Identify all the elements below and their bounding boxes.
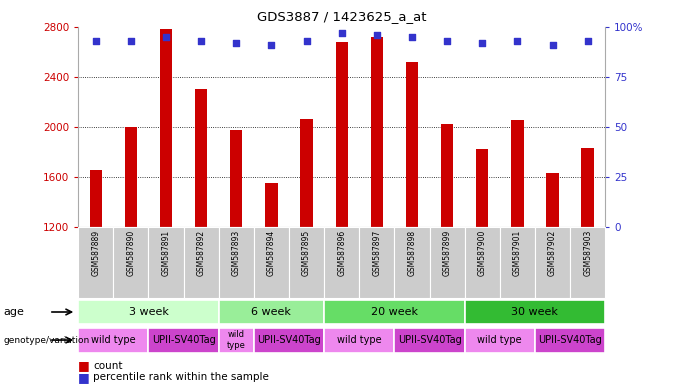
Bar [124, 127, 137, 227]
Bar [359, 227, 394, 298]
Text: GSM587893: GSM587893 [232, 230, 241, 276]
Text: UPII-SV40Tag: UPII-SV40Tag [257, 335, 321, 345]
Bar [464, 227, 500, 298]
Text: 3 week: 3 week [129, 307, 169, 317]
Point [371, 32, 382, 38]
Bar [394, 227, 430, 298]
Text: GSM587894: GSM587894 [267, 230, 276, 276]
Text: GSM587889: GSM587889 [91, 230, 100, 276]
Point [90, 38, 101, 44]
Bar [476, 149, 488, 227]
Text: 30 week: 30 week [511, 307, 558, 317]
Bar [535, 328, 605, 353]
Bar [394, 328, 464, 353]
Bar [230, 131, 243, 227]
Point [196, 38, 207, 44]
Text: GSM587891: GSM587891 [162, 230, 171, 276]
Bar [148, 328, 219, 353]
Text: UPII-SV40Tag: UPII-SV40Tag [398, 335, 462, 345]
Bar [335, 42, 348, 227]
Bar [195, 89, 207, 227]
Bar [219, 300, 324, 324]
Text: GSM587896: GSM587896 [337, 230, 346, 276]
Bar [160, 30, 172, 227]
Text: GSM587903: GSM587903 [583, 230, 592, 276]
Bar [441, 124, 454, 227]
Bar [254, 328, 324, 353]
Bar [219, 227, 254, 298]
Text: wild type: wild type [337, 335, 381, 345]
Bar [464, 300, 605, 324]
Text: UPII-SV40Tag: UPII-SV40Tag [152, 335, 216, 345]
Text: GSM587902: GSM587902 [548, 230, 557, 276]
Text: ■: ■ [78, 359, 90, 372]
Text: 6 week: 6 week [252, 307, 291, 317]
Bar [90, 170, 102, 227]
Title: GDS3887 / 1423625_a_at: GDS3887 / 1423625_a_at [257, 10, 426, 23]
Bar [500, 227, 535, 298]
Text: wild type: wild type [477, 335, 522, 345]
Bar [301, 119, 313, 227]
Bar [78, 300, 219, 324]
Bar [184, 227, 219, 298]
Point [336, 30, 347, 36]
Text: wild type: wild type [91, 335, 135, 345]
Bar [324, 328, 394, 353]
Bar [406, 62, 418, 227]
Bar [371, 37, 383, 227]
Bar [430, 227, 464, 298]
Point [512, 38, 523, 44]
Point [125, 38, 136, 44]
Bar [570, 227, 605, 298]
Text: GSM587892: GSM587892 [197, 230, 205, 276]
Point [442, 38, 453, 44]
Bar [464, 328, 535, 353]
Point [160, 34, 171, 40]
Bar [219, 328, 254, 353]
Text: GSM587899: GSM587899 [443, 230, 452, 276]
Bar [535, 227, 570, 298]
Bar [546, 173, 559, 227]
Text: GSM587895: GSM587895 [302, 230, 311, 276]
Text: wild
type: wild type [227, 330, 245, 350]
Text: ■: ■ [78, 371, 90, 384]
Bar [581, 148, 594, 227]
Point [547, 42, 558, 48]
Bar [254, 227, 289, 298]
Bar [78, 328, 148, 353]
Point [266, 42, 277, 48]
Bar [324, 227, 359, 298]
Bar [148, 227, 184, 298]
Bar [511, 121, 524, 227]
Bar [289, 227, 324, 298]
Text: GSM587898: GSM587898 [407, 230, 416, 276]
Bar [324, 300, 464, 324]
Bar [114, 227, 148, 298]
Text: GSM587901: GSM587901 [513, 230, 522, 276]
Text: UPII-SV40Tag: UPII-SV40Tag [538, 335, 602, 345]
Point [301, 38, 312, 44]
Point [407, 34, 418, 40]
Text: percentile rank within the sample: percentile rank within the sample [93, 372, 269, 382]
Text: GSM587890: GSM587890 [126, 230, 135, 276]
Bar [265, 183, 277, 227]
Text: 20 week: 20 week [371, 307, 418, 317]
Text: age: age [3, 307, 24, 317]
Bar [78, 227, 114, 298]
Point [477, 40, 488, 46]
Text: genotype/variation: genotype/variation [3, 336, 90, 344]
Text: GSM587900: GSM587900 [478, 230, 487, 276]
Point [231, 40, 242, 46]
Point [582, 38, 593, 44]
Text: count: count [93, 361, 122, 371]
Text: GSM587897: GSM587897 [373, 230, 381, 276]
